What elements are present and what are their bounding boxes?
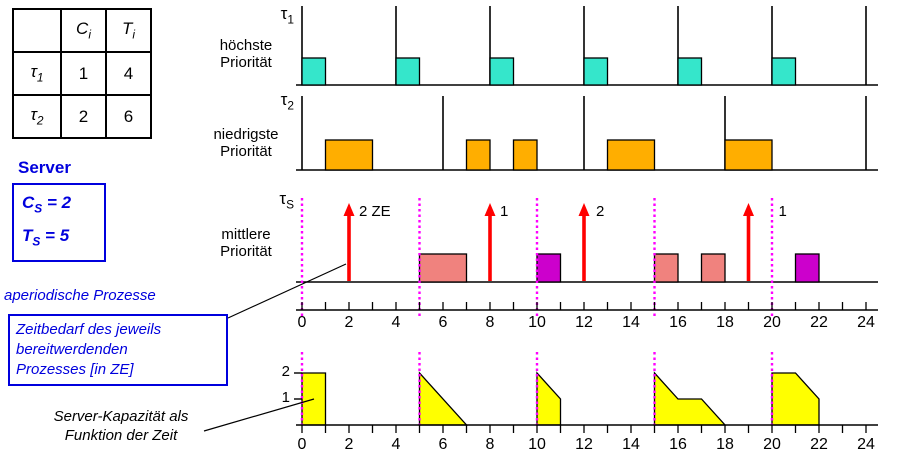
server-capacity-note: Server-Kapazität als Funktion der Zeit (26, 407, 216, 445)
table-row-tau2: τ2 2 6 (12, 94, 152, 139)
zeitbedarf-pointer-line (227, 263, 347, 319)
server-exec-block (418, 253, 468, 283)
server-exec-block (794, 253, 820, 283)
server-capacity-shape (771, 372, 820, 426)
tau2-exec-block (606, 139, 656, 171)
server-params-box: CS = 2 TS = 5 (12, 183, 106, 262)
aperiodic-arrival-arrowhead (743, 203, 754, 216)
tau1-exec-block (395, 57, 421, 86)
cell-c-tau2: 2 (60, 94, 107, 139)
server-capacity-shape (418, 371, 468, 426)
table-row-tau1: τ1 1 4 (12, 51, 152, 96)
row-header-tau2: τ2 (12, 94, 62, 139)
tau2-exec-block (324, 139, 374, 171)
tau1-row-label: τ1 (280, 4, 294, 27)
tau2-exec-block (724, 139, 773, 171)
server-priority-line-2: Priorität (220, 243, 272, 260)
task-parameter-table: Ci Ti τ1 1 4 τ2 2 6 (12, 8, 152, 139)
tau2-priority-line-2: Priorität (220, 143, 272, 160)
server-period-value: TS = 5 (22, 226, 70, 249)
server-heading: Server (18, 158, 71, 177)
tau1-priority-line-1: höchste (219, 37, 273, 54)
aperiodic-arrival-arrowhead (343, 203, 355, 216)
col-header-ci: Ci (60, 8, 107, 53)
capacity-pointer-line (203, 398, 315, 432)
zeitbedarf-line-2: bereitwerdenden (16, 341, 128, 358)
server-capacity-shape (653, 371, 727, 426)
tau1-exec-block (771, 57, 797, 86)
aperiodic-arrival-arrowhead (578, 203, 590, 216)
zeitbedarf-note-box: Zeitbedarf des jeweils bereitwerdenden P… (8, 314, 228, 386)
tau1-exec-block (489, 57, 515, 86)
tau2-row-label: τ2 (280, 90, 294, 113)
tau1-priority-label: höchste Priorität (198, 37, 294, 71)
col-header-ti: Ti (105, 8, 152, 53)
server-capacity-shape (536, 371, 562, 426)
row-header-tau1: τ1 (12, 51, 62, 96)
server-priority-label: mittlere Priorität (198, 226, 294, 260)
capacity-note-line-1: Server-Kapazität als (53, 408, 189, 425)
aperiodic-arrival-arrowhead (484, 203, 496, 216)
cell-t-tau2: 6 (105, 94, 152, 139)
cell-t-tau1: 4 (105, 51, 152, 96)
tau1-exec-block (301, 57, 327, 86)
tau2-priority-label: niedrigste Priorität (198, 126, 294, 160)
server-exec-block (653, 253, 679, 283)
capacity-note-line-2: Funktion der Zeit (64, 427, 178, 444)
zeitbedarf-line-3: Prozesses [in ZE] (16, 361, 134, 378)
server-capacity-value: CS = 2 (22, 193, 72, 216)
server-row-label: τS (279, 189, 294, 212)
server-exec-block (700, 253, 726, 283)
tau2-exec-block (465, 139, 491, 171)
tau2-priority-line-1: niedrigste (213, 126, 279, 143)
aperiodic-processes-note: aperiodische Prozesse (4, 287, 156, 304)
table-header-row: Ci Ti (12, 8, 152, 53)
table-corner-cell (12, 8, 62, 53)
zeitbedarf-line-1: Zeitbedarf des jeweils (16, 321, 162, 338)
tau1-priority-line-2: Priorität (220, 54, 272, 71)
tau1-exec-block (583, 57, 609, 86)
server-exec-block (536, 253, 562, 283)
tau2-exec-block (512, 139, 538, 171)
tau1-exec-block (677, 57, 703, 86)
server-priority-line-1: mittlere (221, 226, 271, 243)
cell-c-tau1: 1 (60, 51, 107, 96)
